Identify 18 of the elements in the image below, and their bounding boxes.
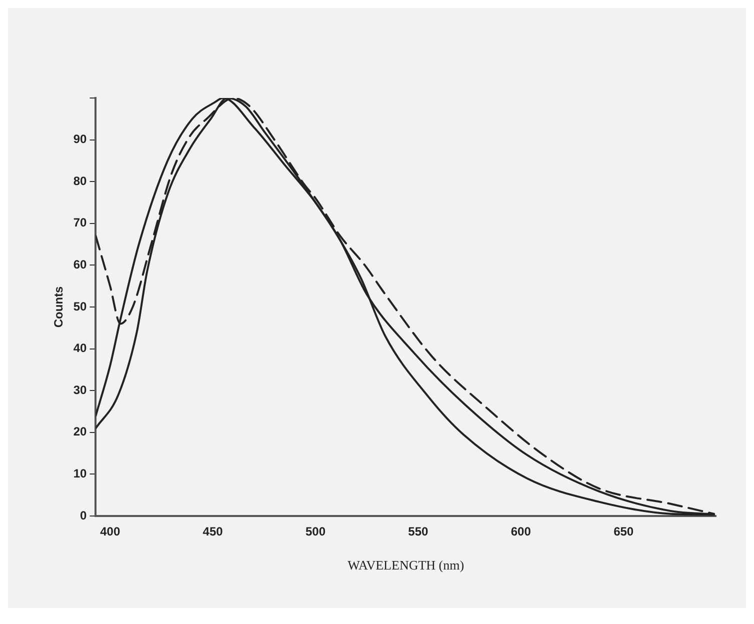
x-tick-label: 600 [510, 524, 532, 539]
y-tick-label: 20 [73, 424, 88, 439]
y-tick-label: 60 [73, 258, 88, 272]
x-tick-label: 550 [408, 524, 429, 539]
y-tick-label: 30 [73, 382, 88, 397]
x-tick-label: 400 [100, 524, 120, 539]
y-tick-label: 80 [73, 174, 88, 188]
y-axis-title: Counts [52, 286, 66, 328]
x-tick-label: 500 [305, 524, 326, 539]
y-tick-label: 90 [73, 132, 88, 146]
y-tick-label: 50 [73, 299, 88, 314]
y-tick-label: 40 [73, 341, 88, 356]
y-tick-label: 70 [73, 216, 88, 230]
y-tick-label: 0 [80, 508, 88, 522]
x-axis-title: WAVELENGTH (nm) [348, 558, 464, 573]
x-tick-label: 650 [614, 524, 634, 539]
y-tick-label: 10 [73, 466, 88, 481]
x-tick-label: 450 [202, 524, 224, 539]
